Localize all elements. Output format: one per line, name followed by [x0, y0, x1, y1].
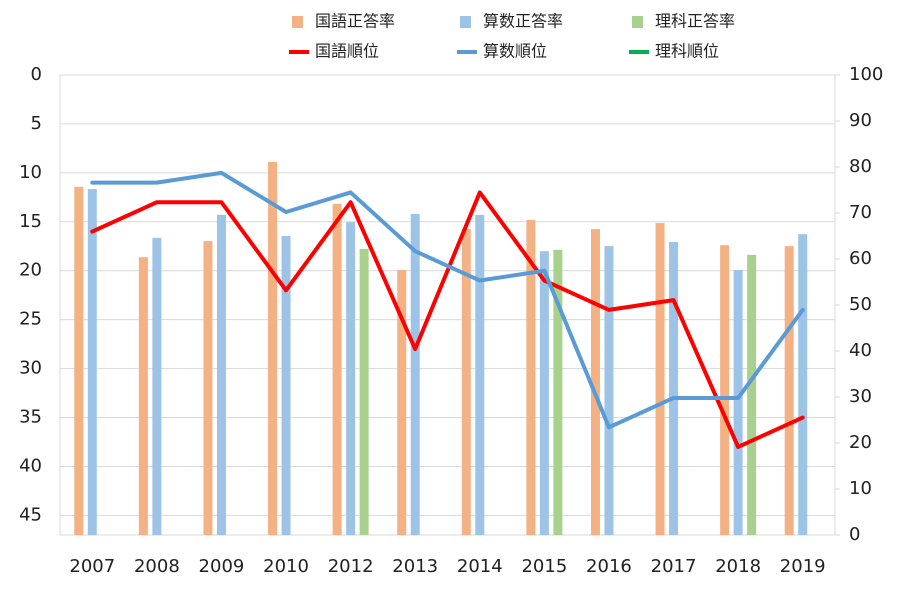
bar [733, 270, 743, 535]
bar [268, 161, 278, 535]
y-tick-label: 20 [19, 260, 42, 281]
line [90, 190, 805, 449]
y2-tick-label: 40 [849, 340, 872, 361]
y2-tick-label: 60 [849, 248, 872, 269]
x-tick-label: 2015 [521, 556, 567, 577]
x-tick-label: 2009 [199, 556, 245, 577]
y2-tick-label: 30 [849, 386, 872, 407]
bar [720, 245, 730, 535]
bar [526, 219, 536, 535]
y2-tick-label: 70 [849, 202, 872, 223]
x-tick-label: 2014 [457, 556, 503, 577]
y2-tick-label: 20 [849, 432, 872, 453]
bar [216, 214, 226, 535]
y2-tick-label: 80 [849, 156, 872, 177]
legend-label: 国語正答率 [315, 12, 395, 31]
legend-label: 理科正答率 [655, 12, 735, 31]
y-tick-label: 5 [31, 113, 42, 134]
legend-label: 国語順位 [315, 42, 379, 61]
y2-tick-label: 50 [849, 294, 872, 315]
y-tick-label: 35 [19, 407, 42, 428]
y-tick-label: 25 [19, 309, 42, 330]
x-tick-label: 2019 [780, 556, 826, 577]
x-tick-label: 2017 [651, 556, 697, 577]
bar [87, 189, 97, 535]
bar [461, 229, 471, 535]
y2-tick-label: 10 [849, 478, 872, 499]
y2-tick-label: 90 [849, 110, 872, 131]
bar [669, 241, 679, 536]
legend-swatch [292, 16, 303, 28]
bar [346, 222, 356, 535]
bar [655, 223, 665, 535]
legend-label: 理科順位 [655, 42, 719, 61]
legend-label: 算数正答率 [483, 12, 563, 31]
y-tick-label: 45 [19, 504, 42, 525]
y-tick-label: 0 [31, 64, 42, 85]
legend-swatch [632, 16, 643, 28]
y-tick-label: 15 [19, 211, 42, 232]
bar [281, 236, 291, 535]
x-tick-label: 2007 [69, 556, 115, 577]
line [90, 170, 805, 430]
bar [539, 251, 549, 535]
bar [747, 254, 757, 536]
legend-label: 算数順位 [483, 42, 547, 61]
y-tick-label: 10 [19, 162, 42, 183]
x-tick-label: 2016 [586, 556, 632, 577]
x-tick-label: 2013 [392, 556, 438, 577]
y2-tick-label: 100 [849, 64, 883, 85]
bar [332, 203, 342, 536]
bar [152, 237, 162, 535]
x-tick-label: 2018 [715, 556, 761, 577]
y-tick-label: 30 [19, 358, 42, 379]
x-tick-label: 2012 [328, 556, 374, 577]
bar [553, 249, 563, 536]
y-tick-label: 40 [19, 455, 42, 476]
bar [74, 186, 84, 535]
x-tick-label: 2008 [134, 556, 180, 577]
bar [410, 213, 420, 536]
bar [203, 241, 213, 535]
legend-swatch [460, 16, 471, 28]
bar [138, 257, 148, 535]
y2-tick-label: 0 [849, 524, 860, 545]
bar [604, 246, 614, 535]
bar [397, 270, 407, 535]
bar [590, 229, 600, 535]
bar [475, 214, 485, 535]
bar [784, 246, 794, 535]
x-tick-label: 2010 [263, 556, 309, 577]
bar [359, 248, 369, 535]
bar [798, 234, 808, 535]
